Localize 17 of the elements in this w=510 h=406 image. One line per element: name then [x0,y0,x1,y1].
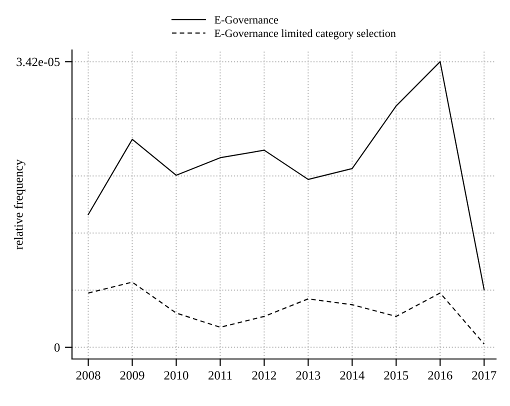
line-series [88,282,485,345]
legend-label: E-Governance limited category selection [214,29,396,40]
x-tick-label: 2011 [208,371,232,380]
y-axis-title: relative frequency [14,159,26,250]
y-tick-label: 3.42e-05 [16,58,60,66]
x-tick-label: 2012 [252,371,276,380]
x-tick-label: 2009 [120,371,144,380]
x-tick-label: 2014 [340,371,364,380]
y-tick-label: 0 [54,343,60,352]
x-tick-label: 2008 [76,371,100,380]
legend-label: E-Governance [214,16,278,24]
line-series [88,61,485,290]
x-tick-label: 2017 [472,371,496,380]
x-tick-label: 2015 [384,371,408,380]
x-tick-label: 2010 [164,371,188,380]
x-tick-label: 2016 [428,371,452,380]
x-tick-label: 2013 [296,371,320,380]
